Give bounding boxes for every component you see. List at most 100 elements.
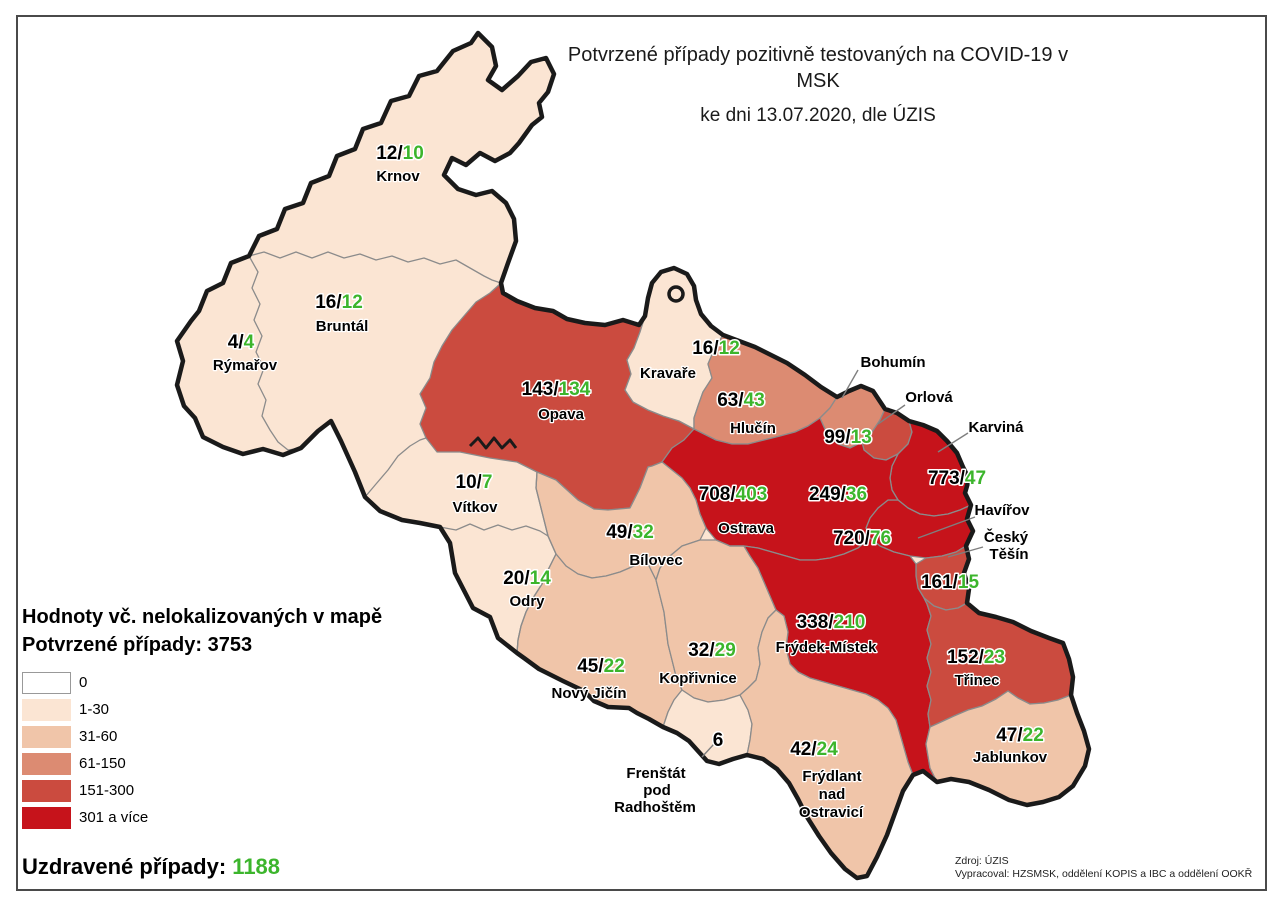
legend-swatch-0 — [22, 671, 71, 694]
map-title: Potvrzené případy pozitivně testovaných … — [556, 42, 1080, 127]
recovered-cases-total: Uzdravené případy: 1188 — [22, 854, 280, 880]
legend-class-row: 61-150 — [22, 750, 382, 777]
legend-swatch-3 — [22, 752, 71, 775]
callout-cesky-tesin-line1: Český — [984, 528, 1029, 546]
border-odry-bilovec — [547, 535, 557, 555]
confirmed-cases-value: 3753 — [207, 634, 253, 656]
label-hlucin-name: Hlučín — [730, 420, 776, 437]
label-vitkov-values: 10/7 — [456, 472, 493, 493]
label-frydlant-name-line1: Frýdlant — [802, 768, 861, 785]
label-cesky-tesin-values: 161/15 — [921, 572, 980, 593]
label-jablunkov-name: Jablunkov — [973, 749, 1048, 766]
label-vitkov-name: Vítkov — [452, 499, 498, 516]
label-opava-name: Opava — [538, 406, 585, 423]
legend-class-row: 31-60 — [22, 723, 382, 750]
border-vitkov-odry — [439, 523, 549, 537]
callout-bohumin: Bohumín — [861, 354, 926, 371]
legend-swatch-5 — [22, 806, 71, 829]
label-novy-jicin-values: 45/22 — [577, 656, 625, 677]
leader-havirov — [917, 516, 976, 539]
callout-cesky-tesin-line2: Těšín — [989, 546, 1028, 563]
border-bruntal-vitkov — [364, 437, 427, 498]
label-koprivnice-values: 32/29 — [688, 640, 736, 661]
kravare-curl-detail — [667, 285, 685, 303]
confirmed-cases-total: Potvrzené případy: 3753 — [22, 634, 382, 657]
label-trinec-name: Třinec — [954, 672, 999, 689]
source-line1: Zdroj: ÚZIS — [955, 855, 1009, 867]
source-note: Zdroj: ÚZIS Vypracoval: HZSMSK, oddělení… — [955, 855, 1252, 881]
label-bruntal-name: Bruntál — [316, 318, 369, 335]
budisov-jagged-detail — [468, 436, 518, 450]
label-frenstat-name-line1: Frenštát — [626, 765, 685, 782]
callout-orlova: Orlová — [905, 389, 953, 406]
label-trinec-values: 152/23 — [947, 647, 1005, 668]
label-bruntal-values: 16/12 — [315, 292, 363, 313]
legend: Hodnoty vč. nelokalizovaných v mapě Potv… — [22, 606, 382, 831]
label-ostrava-name: Ostrava — [718, 520, 775, 537]
label-frydlant-name-line3: Ostravicí — [799, 804, 864, 821]
label-bilovec-name: Bílovec — [629, 552, 682, 569]
callout-havirov: Havířov — [974, 502, 1030, 519]
label-bilovec-values: 49/32 — [606, 522, 654, 543]
legend-class-label: 31-60 — [79, 728, 118, 745]
page-frame — [16, 15, 1267, 891]
leader-cesky-tesin — [947, 546, 984, 558]
map-title-line2: ke dni 13.07.2020, dle ÚZIS — [700, 105, 936, 126]
label-karvina-values: 773/47 — [928, 468, 986, 489]
leader-frenstat — [701, 743, 715, 758]
leader-bohumin — [841, 369, 859, 399]
legend-class-label: 0 — [79, 674, 88, 691]
label-frydlant-name-line2: nad — [819, 786, 846, 803]
legend-class-row: 0 — [22, 669, 382, 696]
source-line2: Vypracoval: HZSMSK, oddělení KOPIS a IBC… — [955, 868, 1253, 880]
label-odry-values: 20/14 — [503, 568, 551, 589]
label-frydek-mistek-values: 338/210 — [797, 612, 866, 633]
legend-swatch-4 — [22, 779, 71, 802]
recovered-cases-value: 1188 — [232, 854, 281, 879]
label-rymarov-name: Rýmařov — [213, 357, 278, 374]
legend-class-row: 301 a více — [22, 804, 382, 831]
legend-class-label: 151-300 — [79, 782, 135, 799]
map-title-line1: Potvrzené případy pozitivně testovaných … — [567, 44, 1069, 92]
label-ostrava-values: 708/403 — [699, 484, 768, 505]
leader-orlova — [877, 404, 906, 425]
recovered-cases-label: Uzdravené případy: — [22, 854, 227, 879]
legend-heading: Hodnoty vč. nelokalizovaných v mapě — [22, 606, 383, 628]
confirmed-cases-label: Potvrzené případy: — [22, 634, 203, 656]
label-frenstat-name-line2: pod — [643, 782, 671, 799]
label-orlova-values: 249/36 — [809, 484, 867, 505]
label-rymarov-values: 4/4 — [228, 332, 255, 353]
legend-class-label: 61-150 — [79, 755, 126, 772]
label-krnov-name: Krnov — [376, 168, 420, 185]
border-odry-novy-jicin — [516, 553, 557, 654]
label-hlucin-values: 63/43 — [717, 390, 765, 411]
label-novy-jicin-name: Nový Jičín — [551, 685, 626, 702]
region-outer-boundary — [174, 30, 1092, 881]
legend-class-row: 151-300 — [22, 777, 382, 804]
label-krnov-values: 12/10 — [376, 143, 424, 164]
label-frydlant-values: 42/24 — [790, 739, 838, 760]
legend-swatch-2 — [22, 725, 71, 748]
label-jablunkov-values: 47/22 — [996, 725, 1044, 746]
legend-swatch-1 — [22, 698, 71, 721]
label-havirov-values: 720/76 — [833, 528, 891, 549]
legend-class-label: 1-30 — [79, 701, 110, 718]
label-opava-values: 143/134 — [522, 379, 591, 400]
label-bohumin-values: 99/13 — [824, 427, 872, 448]
label-frenstat-value: 6 — [713, 730, 724, 751]
border-bruntal-rymarov — [248, 255, 302, 451]
border-vitkov-bilovec — [535, 471, 549, 537]
label-frenstat-name-line3: Radhoštěm — [614, 799, 696, 816]
legend-class-label: 301 a více — [79, 809, 149, 826]
leader-karvina — [937, 432, 969, 453]
label-frydek-mistek-name: Frýdek-Místek — [776, 639, 878, 656]
border-krnov-bruntal — [248, 251, 502, 284]
label-odry-name: Odry — [509, 593, 545, 610]
legend-classes: 0 1-30 31-60 61-150 151-300 301 a více — [22, 669, 382, 831]
label-kravare-name: Kravaře — [640, 365, 696, 382]
label-koprivnice-name: Kopřivnice — [659, 670, 737, 687]
label-kravare-values: 16/12 — [692, 338, 740, 359]
callout-karvina: Karviná — [968, 419, 1024, 436]
